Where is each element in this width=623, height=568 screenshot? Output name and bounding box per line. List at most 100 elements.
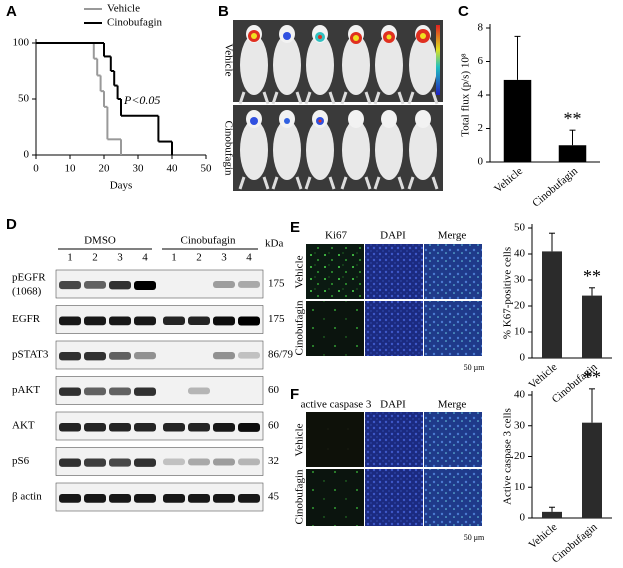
- bar: [582, 295, 602, 358]
- lane-number: 3: [221, 252, 227, 264]
- group-label: DMSO: [84, 235, 116, 247]
- row-label: Vehicle: [294, 423, 306, 456]
- bar: [558, 145, 587, 162]
- y-tick-label: 2: [478, 122, 484, 134]
- protein-label: EGFR: [12, 313, 41, 325]
- protein-label: pS6: [12, 455, 30, 467]
- band: [163, 494, 185, 503]
- band: [109, 352, 131, 360]
- band: [238, 352, 260, 359]
- band: [109, 458, 131, 467]
- protein-label: (1068): [12, 286, 42, 298]
- panel-letter: B: [218, 3, 229, 20]
- y-tick-label: 50: [514, 222, 526, 234]
- band: [213, 458, 235, 466]
- bar: [542, 251, 562, 358]
- band: [163, 316, 185, 326]
- band: [213, 352, 235, 360]
- band: [84, 423, 106, 432]
- row-label: Cinobufagin: [222, 121, 234, 176]
- band: [109, 387, 131, 396]
- x-tick-label: 30: [133, 163, 145, 175]
- micrograph-grid: [306, 412, 482, 526]
- significance: **: [564, 108, 582, 128]
- x-tick-label: Cinobufagin: [550, 521, 600, 566]
- band: [109, 494, 131, 503]
- y-tick-label: 20: [514, 450, 526, 462]
- legend-label: Vehicle: [107, 3, 140, 15]
- y-tick-label: 10: [514, 481, 526, 493]
- bar: [542, 511, 562, 518]
- scale-bar-label: 50 μm: [464, 533, 485, 542]
- x-tick-label: 50: [201, 163, 213, 175]
- x-tick-label: Cinobufagin: [530, 165, 580, 210]
- lane-number: 2: [196, 252, 202, 264]
- blot-strip: [55, 269, 264, 299]
- band: [84, 387, 106, 396]
- channel-header: active caspase 3: [301, 399, 372, 411]
- band: [134, 316, 156, 326]
- panel-letter: D: [6, 216, 17, 233]
- x-tick-label: Vehicle: [527, 521, 560, 551]
- band: [59, 281, 81, 290]
- scale-bar-label: 50 µm: [464, 363, 486, 372]
- band: [188, 423, 210, 432]
- kda-label: 175: [268, 313, 285, 325]
- y-tick-label: 30: [514, 274, 526, 286]
- protein-label: pSTAT3: [12, 349, 49, 361]
- y-tick-label: 4: [478, 89, 484, 101]
- panel-letter: F: [290, 386, 299, 403]
- band: [213, 316, 235, 326]
- band: [134, 458, 156, 467]
- y-tick-label: 50: [18, 93, 30, 105]
- significance: **: [583, 266, 601, 286]
- y-axis-label: % K67-positive cells: [502, 247, 514, 339]
- protein-label: AKT: [12, 420, 35, 432]
- x-tick-label: 0: [33, 163, 39, 175]
- x-tick-label: Vehicle: [527, 361, 560, 391]
- band: [59, 494, 81, 503]
- band: [188, 316, 210, 326]
- y-tick-label: 0: [24, 149, 30, 161]
- y-tick-label: 6: [478, 55, 484, 67]
- band: [238, 423, 260, 432]
- band: [59, 423, 81, 432]
- bar: [582, 422, 602, 518]
- panel-letter: E: [290, 219, 300, 236]
- band: [84, 316, 106, 326]
- band: [109, 316, 131, 326]
- unit-label: kDa: [265, 238, 283, 250]
- bar: [503, 79, 532, 162]
- band: [84, 352, 106, 361]
- band: [84, 281, 106, 289]
- y-tick-label: 0: [520, 512, 526, 524]
- band: [134, 494, 156, 503]
- protein-label: pEGFR: [12, 272, 46, 284]
- band: [163, 423, 185, 432]
- band: [238, 494, 260, 503]
- lane-number: 4: [142, 252, 148, 264]
- y-axis-label: Active caspase 3 cells: [502, 408, 514, 505]
- band: [163, 458, 185, 466]
- band: [109, 423, 131, 432]
- band: [134, 352, 156, 360]
- band: [109, 281, 131, 290]
- row-label: Cinobufagin: [294, 469, 306, 524]
- protein-label: β actin: [12, 491, 42, 503]
- channel-header: Ki67: [325, 230, 348, 242]
- band: [59, 352, 81, 361]
- x-tick-label: Vehicle: [492, 165, 525, 195]
- kda-label: 32: [268, 455, 279, 467]
- lane-number: 1: [171, 252, 177, 264]
- band: [134, 281, 156, 290]
- significance: **: [583, 367, 601, 387]
- kda-label: 175: [268, 278, 285, 290]
- band: [238, 281, 260, 288]
- band: [59, 316, 81, 326]
- y-tick-label: 40: [514, 389, 526, 401]
- channel-header: DAPI: [380, 230, 406, 242]
- annotation: P<0.05: [123, 93, 160, 107]
- y-tick-label: 10: [514, 326, 526, 338]
- channel-header: Merge: [438, 230, 467, 242]
